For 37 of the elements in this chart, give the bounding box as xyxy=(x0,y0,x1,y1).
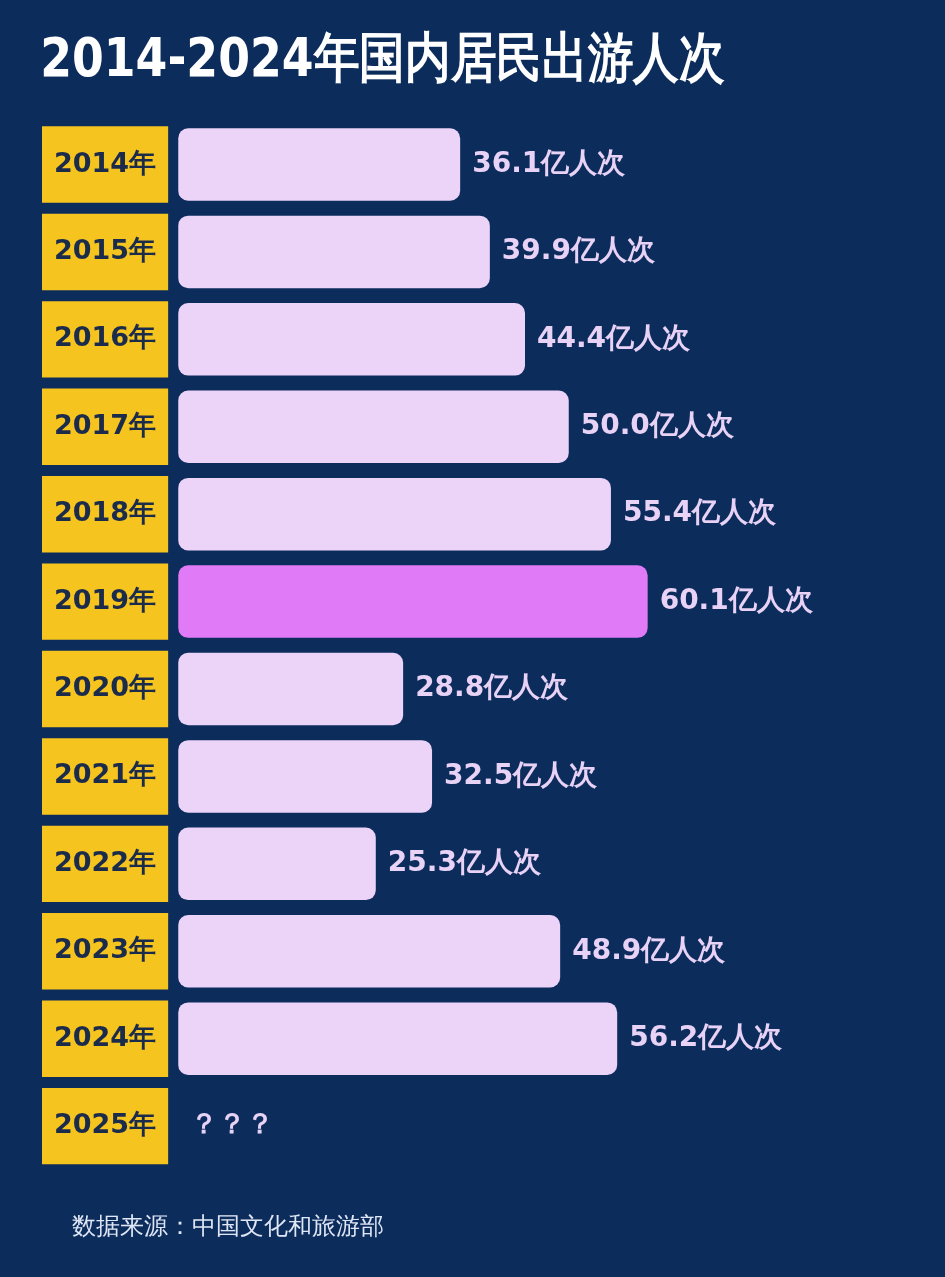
y-tick-label: 2017年 xyxy=(53,408,157,440)
y-tick-label: 2015年 xyxy=(53,233,157,265)
data-label: 36.1亿人次 xyxy=(472,145,627,179)
data-label: 39.9亿人次 xyxy=(501,233,656,267)
data-label: 44.4亿人次 xyxy=(537,320,692,354)
y-tick-label: 2020年 xyxy=(53,671,157,703)
bar xyxy=(178,390,569,464)
data-label: 25.3亿人次 xyxy=(387,845,542,879)
data-label: 28.8亿人次 xyxy=(415,670,570,704)
source-note: 数据来源：中国文化和旅游部 xyxy=(72,1211,384,1242)
bar xyxy=(178,477,611,551)
y-tick-label: 2021年 xyxy=(53,758,157,790)
y-tick-label: 2024年 xyxy=(53,1020,157,1052)
y-tick-label: 2018年 xyxy=(53,496,157,528)
y-tick-label: 2014年 xyxy=(53,146,157,178)
bar xyxy=(178,303,526,376)
data-label: 55.4亿人次 xyxy=(622,495,778,529)
data-label: 60.1亿人次 xyxy=(659,582,814,616)
bar xyxy=(178,740,433,813)
bar xyxy=(178,652,404,726)
y-tick-label: 2023年 xyxy=(53,933,157,965)
bar xyxy=(178,914,561,988)
data-label: 48.9亿人次 xyxy=(572,932,727,966)
bar xyxy=(178,1002,618,1075)
y-tick-label: 2025年 xyxy=(53,1108,157,1140)
y-tick-label: 2016年 xyxy=(53,321,157,353)
data-label: 56.2亿人次 xyxy=(629,1019,784,1053)
bar xyxy=(178,128,461,201)
y-tick-label: 2019年 xyxy=(53,583,157,615)
bar xyxy=(178,565,648,638)
text: ？？？ xyxy=(190,1107,275,1141)
data-label: 32.5亿人次 xyxy=(444,757,599,791)
data-label: 50.0亿人次 xyxy=(580,408,735,442)
y-tick-label: 2022年 xyxy=(53,845,157,877)
bar xyxy=(178,827,376,901)
chart-title: 2014-2024年国内居民出游人次 xyxy=(40,26,725,90)
bar xyxy=(178,215,490,289)
